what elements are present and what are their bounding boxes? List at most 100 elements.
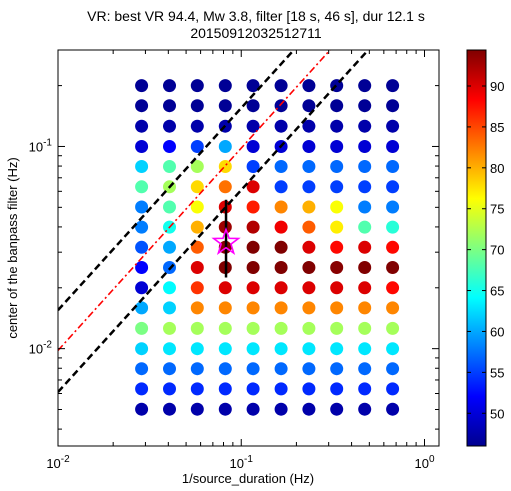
vr-point (330, 261, 343, 274)
vr-point (247, 261, 260, 274)
vr-point (386, 201, 399, 214)
x-tick-label: 100 (414, 454, 434, 471)
vr-point (191, 261, 204, 274)
vr-point (330, 281, 343, 294)
vr-point (135, 261, 148, 274)
vr-point (247, 99, 260, 112)
vr-point (302, 221, 315, 234)
vr-point (358, 362, 371, 375)
vr-point (219, 362, 232, 375)
vr-point (135, 241, 148, 254)
vr-point (163, 79, 176, 92)
vr-point (386, 79, 399, 92)
vr-point (135, 221, 148, 234)
vr-point (219, 140, 232, 153)
vr-point (219, 79, 232, 92)
colorbar (467, 50, 486, 446)
vr-point (135, 362, 148, 375)
vr-point (219, 301, 232, 314)
vr-point (163, 201, 176, 214)
vr-point (358, 79, 371, 92)
vr-point (302, 180, 315, 193)
vr-point (330, 342, 343, 355)
vr-point (386, 301, 399, 314)
vr-point (358, 180, 371, 193)
vr-point (275, 281, 288, 294)
vr-point (219, 281, 232, 294)
vr-point (275, 362, 288, 375)
vr-point (330, 140, 343, 153)
vr-point (358, 160, 371, 173)
vr-point (358, 99, 371, 112)
vr-point (330, 403, 343, 416)
y-axis-label: center of the banpass filter (Hz) (5, 157, 20, 338)
vr-point (275, 261, 288, 274)
vr-point (163, 241, 176, 254)
vr-point (247, 301, 260, 314)
vr-point (275, 342, 288, 355)
vr-point (135, 301, 148, 314)
vr-point (275, 241, 288, 254)
vr-point (191, 99, 204, 112)
vr-point (191, 342, 204, 355)
vr-point (386, 180, 399, 193)
vr-point (247, 403, 260, 416)
vr-point (302, 281, 315, 294)
colorbar-tick-label: 85 (490, 120, 504, 135)
vr-point (358, 201, 371, 214)
vr-point (275, 221, 288, 234)
vr-point (386, 120, 399, 133)
vr-point (247, 382, 260, 395)
vr-point (135, 342, 148, 355)
vr-point (163, 382, 176, 395)
vr-point (302, 322, 315, 335)
vr-point (247, 362, 260, 375)
vr-point (163, 99, 176, 112)
vr-point (163, 403, 176, 416)
vr-point (219, 382, 232, 395)
vr-point (330, 120, 343, 133)
vr-point (247, 241, 260, 254)
vr-point (135, 120, 148, 133)
vr-point (163, 301, 176, 314)
vr-point (330, 160, 343, 173)
vr-point (191, 281, 204, 294)
vr-point (330, 301, 343, 314)
vr-point (191, 403, 204, 416)
vr-point (358, 261, 371, 274)
vr-point (358, 241, 371, 254)
vr-point (386, 160, 399, 173)
vr-point (247, 342, 260, 355)
vr-point (275, 79, 288, 92)
vr-point (330, 241, 343, 254)
y-tick-label: 10-2 (29, 340, 53, 357)
vr-point (275, 201, 288, 214)
vr-point (275, 180, 288, 193)
vr-point (330, 382, 343, 395)
vr-point (386, 342, 399, 355)
vr-point (358, 140, 371, 153)
colorbar-tick-label: 65 (490, 284, 504, 299)
vr-point (135, 79, 148, 92)
x-tick-label: 10-2 (46, 454, 70, 471)
vr-point (358, 221, 371, 234)
vr-point (275, 99, 288, 112)
vr-point (135, 140, 148, 153)
colorbar-tick-label: 80 (490, 161, 504, 176)
vr-point (302, 140, 315, 153)
colorbar-tick-label: 70 (490, 243, 504, 258)
vr-point (247, 180, 260, 193)
vr-point (330, 221, 343, 234)
vr-point (275, 382, 288, 395)
vr-point (330, 99, 343, 112)
vr-point (163, 362, 176, 375)
vr-point (330, 201, 343, 214)
vr-point (247, 322, 260, 335)
vr-point (386, 382, 399, 395)
vr-point (275, 120, 288, 133)
vr-point (163, 342, 176, 355)
vr-point (191, 301, 204, 314)
vr-point (358, 301, 371, 314)
vr-point (386, 241, 399, 254)
vr-point (191, 322, 204, 335)
